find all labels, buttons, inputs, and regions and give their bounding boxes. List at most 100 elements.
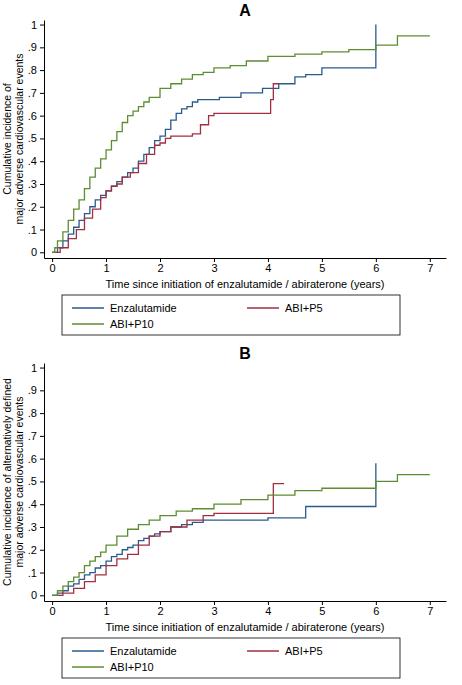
y-axis-tick: .1: [28, 224, 44, 236]
y-axis-tick-label: .5: [28, 132, 37, 144]
y-axis-tick: .5: [28, 132, 44, 144]
legend-label: Enzalutamide: [110, 302, 177, 314]
legend-swatch: [72, 323, 104, 325]
series-line: [52, 484, 284, 596]
y-axis-tick-mark: [40, 573, 44, 574]
y-axis-tick-mark: [40, 161, 44, 162]
y-axis-tick-label: .1: [28, 567, 37, 579]
y-axis-tick: 1: [31, 362, 44, 374]
y-axis-tick-label: .2: [28, 544, 37, 556]
y-axis-tick-label: .9: [28, 384, 37, 396]
panel: A 0 .1 .2 .3 .4 .5 .6 .7 .8 .9 1 0 1 2 3 4 5 6 7 Time since …: [1, 2, 447, 335]
legend: Enzalutamide ABI+P5 ABI+P10: [62, 638, 400, 678]
x-axis-tick: 4: [265, 258, 271, 274]
x-axis-tick-label: 1: [103, 262, 109, 274]
legend-frame: [62, 638, 400, 678]
y-axis-tick-mark: [40, 25, 44, 26]
y-axis-tick: .8: [28, 407, 44, 419]
legend-swatch: [247, 307, 279, 309]
x-axis-tick: 5: [319, 601, 325, 617]
x-axis-tick-label: 4: [265, 262, 271, 274]
y-axis-line: [44, 364, 45, 602]
y-axis-tick-label: .6: [28, 110, 37, 122]
x-axis-tick-label: 2: [157, 262, 163, 274]
legend-frame: [62, 295, 400, 335]
x-axis-tick-label: 0: [50, 605, 56, 617]
y-axis-tick-mark: [40, 138, 44, 139]
y-axis-tick-mark: [40, 550, 44, 551]
series-line: [52, 84, 279, 253]
y-axis-tick-label: .8: [28, 407, 37, 419]
legend-label: ABI+P10: [110, 661, 154, 673]
chart-svg: A 0 .1 .2 .3 .4 .5 .6 .7 .8 .9 1 0 1 2 3 4 5 6 7 Time since …: [0, 0, 462, 685]
chart-title: A: [239, 2, 251, 19]
y-axis-tick: .4: [28, 498, 44, 510]
x-axis-tick: 0: [50, 258, 56, 274]
y-axis-line: [44, 21, 45, 259]
y-axis-tick: .5: [28, 475, 44, 487]
plot-area: [52, 25, 430, 253]
y-axis-tick-mark: [40, 47, 44, 48]
x-axis-tick: 4: [265, 601, 271, 617]
y-axis-tick-mark: [40, 207, 44, 208]
y-axis-tick: 0: [31, 246, 44, 258]
y-axis-tick-mark: [40, 504, 44, 505]
x-axis-tick-label: 6: [373, 262, 379, 274]
y-axis-tick-label: 1: [31, 19, 37, 31]
y-axis-tick-mark: [40, 390, 44, 391]
x-axis: 0 1 2 3 4 5 6 7: [45, 258, 447, 274]
x-axis-tick-label: 3: [211, 262, 217, 274]
y-axis-tick-label: .4: [28, 155, 37, 167]
y-axis-title: Cumulative incidence of: [1, 83, 13, 195]
y-axis-tick-label: .1: [28, 224, 37, 236]
x-axis-tick-label: 3: [211, 605, 217, 617]
y-axis-tick-mark: [40, 595, 44, 596]
x-axis-line: [45, 258, 447, 259]
legend-swatch: [247, 650, 279, 652]
chart-root: A 0 .1 .2 .3 .4 .5 .6 .7 .8 .9 1 0 1 2 3 4 5 6 7 Time since …: [0, 0, 462, 685]
y-axis-tick-label: .3: [28, 521, 37, 533]
y-axis-tick: .3: [28, 178, 44, 190]
y-axis-tick: .9: [28, 41, 44, 53]
y-axis-tick-label: 0: [31, 589, 37, 601]
y-axis-tick-mark: [40, 436, 44, 437]
y-axis: 0 .1 .2 .3 .4 .5 .6 .7 .8 .9 1: [28, 19, 45, 259]
x-axis: 01234567: [45, 601, 447, 617]
y-axis-tick: .9: [28, 384, 44, 396]
y-axis-tick-mark: [40, 527, 44, 528]
x-axis-tick-label: 7: [427, 605, 433, 617]
x-axis-title: Time since initiation of enzalutamide / …: [105, 278, 384, 290]
x-axis-tick: 1: [103, 258, 109, 274]
y-axis-tick: .6: [28, 453, 44, 465]
x-axis-tick-label: 7: [427, 262, 433, 274]
x-axis-tick-label: 0: [50, 262, 56, 274]
legend-swatch: [72, 650, 104, 652]
x-axis-title: Time since initiation of enzalutamide / …: [105, 621, 384, 633]
series-line: [52, 475, 430, 596]
y-axis-tick-mark: [40, 93, 44, 94]
x-axis-tick-label: 5: [319, 605, 325, 617]
y-axis-tick-label: .7: [28, 430, 37, 442]
y-axis-tick-label: .8: [28, 64, 37, 76]
x-axis-tick-label: 5: [319, 262, 325, 274]
legend-label: Enzalutamide: [110, 645, 177, 657]
x-axis-tick: 0: [50, 601, 56, 617]
y-axis-tick: .8: [28, 64, 44, 76]
y-axis-tick-label: .9: [28, 41, 37, 53]
x-axis-tick-label: 2: [157, 605, 163, 617]
y-axis-tick-mark: [40, 230, 44, 231]
y-axis-tick-mark: [40, 459, 44, 460]
legend-label: ABI+P5: [285, 645, 323, 657]
y-axis-tick: .2: [28, 201, 44, 213]
plot-area: [52, 463, 430, 595]
y-axis-tick-label: .7: [28, 87, 37, 99]
series-line: [52, 36, 430, 252]
background: [0, 0, 462, 685]
y-axis-tick-mark: [40, 184, 44, 185]
y-axis-tick: .7: [28, 430, 44, 442]
y-axis-tick-label: 0: [31, 246, 37, 258]
y-axis-title: major adverse cardiovascular events: [13, 54, 25, 225]
y-axis-tick-mark: [40, 481, 44, 482]
legend-swatch: [72, 666, 104, 668]
chart-title: B: [239, 345, 251, 362]
